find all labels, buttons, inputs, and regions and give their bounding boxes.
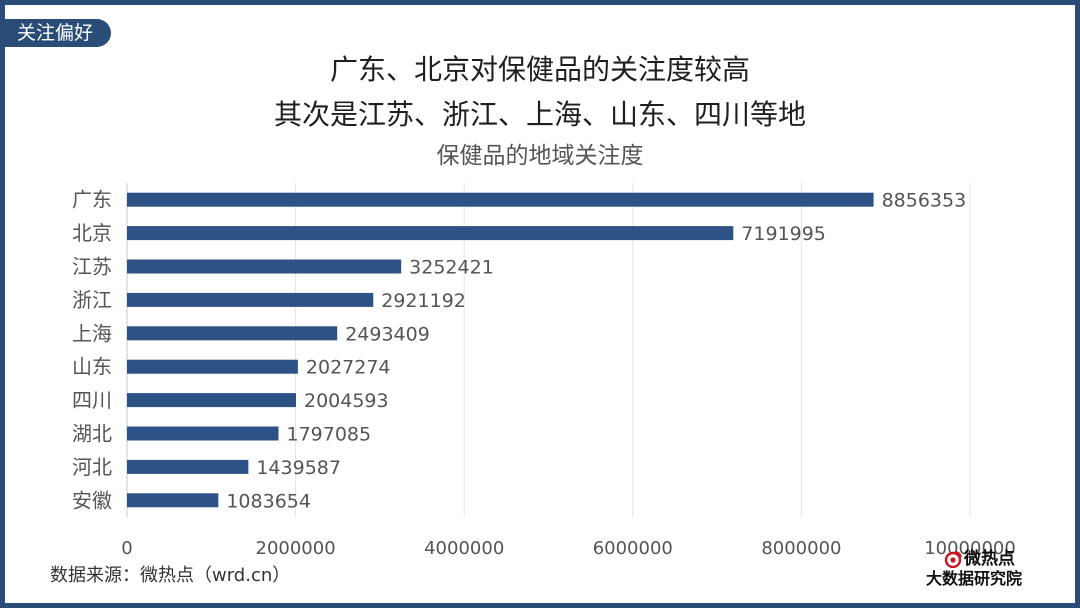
category-label: 山东 — [72, 355, 112, 379]
category-label: 上海 — [72, 321, 112, 345]
x-tick-label: 2000000 — [256, 538, 336, 559]
bar-4 — [127, 326, 338, 341]
x-tick-label: 10000000 — [924, 538, 1016, 559]
bar-9 — [127, 493, 219, 508]
category-label: 四川 — [72, 388, 112, 412]
category-label: 湖北 — [72, 422, 112, 446]
value-label: 2921192 — [381, 290, 466, 312]
bar-3 — [127, 292, 374, 307]
bar-5 — [127, 359, 298, 374]
category-label: 江苏 — [72, 255, 112, 279]
headline-line-2: 其次是江苏、浙江、上海、山东、四川等地 — [273, 98, 806, 131]
bar-8 — [127, 459, 249, 474]
x-tick-label: 8000000 — [761, 538, 841, 559]
x-tick-label: 0 — [121, 538, 132, 559]
chart-title: 保健品的地域关注度 — [436, 143, 644, 169]
bar-0 — [127, 192, 874, 207]
value-label: 2493409 — [345, 323, 430, 345]
bar-6 — [127, 393, 296, 408]
bar-1 — [127, 226, 734, 241]
value-label: 8856353 — [882, 190, 967, 212]
category-label: 广东 — [72, 188, 112, 212]
category-label: 安徽 — [72, 488, 112, 512]
section-tag: 关注偏好 — [5, 19, 112, 47]
category-label: 河北 — [72, 455, 112, 479]
x-tick-label: 6000000 — [593, 538, 673, 559]
value-label: 1797085 — [286, 424, 371, 446]
bar-7 — [127, 426, 279, 441]
value-label: 1439587 — [256, 457, 341, 479]
data-source-note: 数据来源：微热点（wrd.cn） — [50, 565, 291, 586]
value-label: 2004593 — [304, 390, 389, 412]
category-label: 浙江 — [72, 288, 112, 312]
logo-org: 大数据研究院 — [926, 569, 1023, 588]
value-label: 1083654 — [226, 490, 311, 512]
value-label: 3252421 — [409, 257, 494, 279]
brand-logo: 微热点 大数据研究院 — [922, 546, 1050, 590]
value-label: 2027274 — [306, 357, 391, 379]
bar-2 — [127, 259, 402, 274]
value-label: 7191995 — [741, 223, 826, 245]
category-label: 北京 — [72, 221, 112, 245]
logo-name: 微热点 — [964, 549, 1015, 569]
weibo-eye-icon — [944, 551, 962, 568]
x-tick-label: 4000000 — [424, 538, 504, 559]
headline-line-1: 广东、北京对保健品的关注度较高 — [329, 53, 750, 86]
